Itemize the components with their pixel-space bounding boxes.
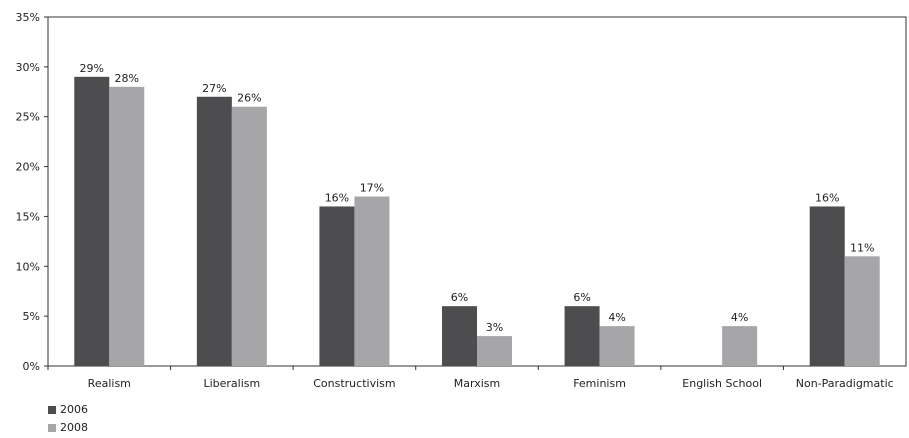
data-label: 4% [731, 311, 748, 324]
bar-2008-marxism [477, 336, 512, 366]
y-tick-label: 35% [16, 11, 40, 24]
data-label: 4% [608, 311, 625, 324]
data-label: 6% [573, 291, 590, 304]
y-tick-label: 25% [16, 111, 40, 124]
x-category-label: Feminism [573, 377, 626, 390]
legend-swatch-2006 [48, 405, 56, 414]
data-label: 17% [360, 181, 384, 194]
legend-label-2008: 2008 [60, 421, 88, 434]
bar-2006-constructivism [319, 206, 355, 366]
y-tick-label: 5% [23, 310, 40, 323]
legend: 2006 2008 [48, 402, 88, 438]
x-category-label: Realism [88, 377, 131, 390]
x-category-label: English School [682, 377, 762, 390]
y-tick-label: 15% [16, 210, 40, 223]
legend-swatch-2008 [48, 423, 56, 432]
x-category-label: Constructivism [313, 377, 395, 390]
legend-item-2006: 2006 [48, 402, 88, 417]
bar-2006-marxism [442, 306, 477, 366]
data-label: 16% [325, 191, 349, 204]
x-category-label: Marxism [454, 377, 500, 390]
legend-item-2008: 2008 [48, 420, 88, 435]
bar-2008-realism [109, 86, 145, 367]
x-category-label: Liberalism [203, 377, 260, 390]
bar-2006-realism [74, 76, 110, 366]
data-label: 27% [202, 82, 226, 95]
y-tick-label: 10% [16, 260, 40, 273]
data-label: 26% [237, 92, 261, 105]
data-label: 28% [115, 72, 139, 85]
x-category-label: Non-Paradigmatic [796, 377, 894, 390]
bar-2006-non-paradigmatic [809, 206, 845, 366]
bar-2008-constructivism [354, 196, 390, 366]
bar-2008-english-school [722, 326, 758, 366]
data-label: 6% [451, 291, 468, 304]
bar-2008-feminism [599, 326, 635, 366]
data-label: 29% [80, 62, 104, 75]
y-tick-label: 30% [16, 61, 40, 74]
bar-2006-feminism [564, 306, 600, 366]
legend-label-2006: 2006 [60, 403, 88, 416]
data-label: 3% [486, 321, 503, 334]
y-tick-label: 20% [16, 161, 40, 174]
bar-2008-liberalism [231, 106, 267, 366]
y-tick-label: 0% [23, 360, 40, 373]
bar-2008-non-paradigmatic [844, 256, 880, 366]
data-label: 11% [850, 241, 874, 254]
bar-2006-liberalism [196, 96, 232, 367]
data-label: 16% [815, 191, 839, 204]
